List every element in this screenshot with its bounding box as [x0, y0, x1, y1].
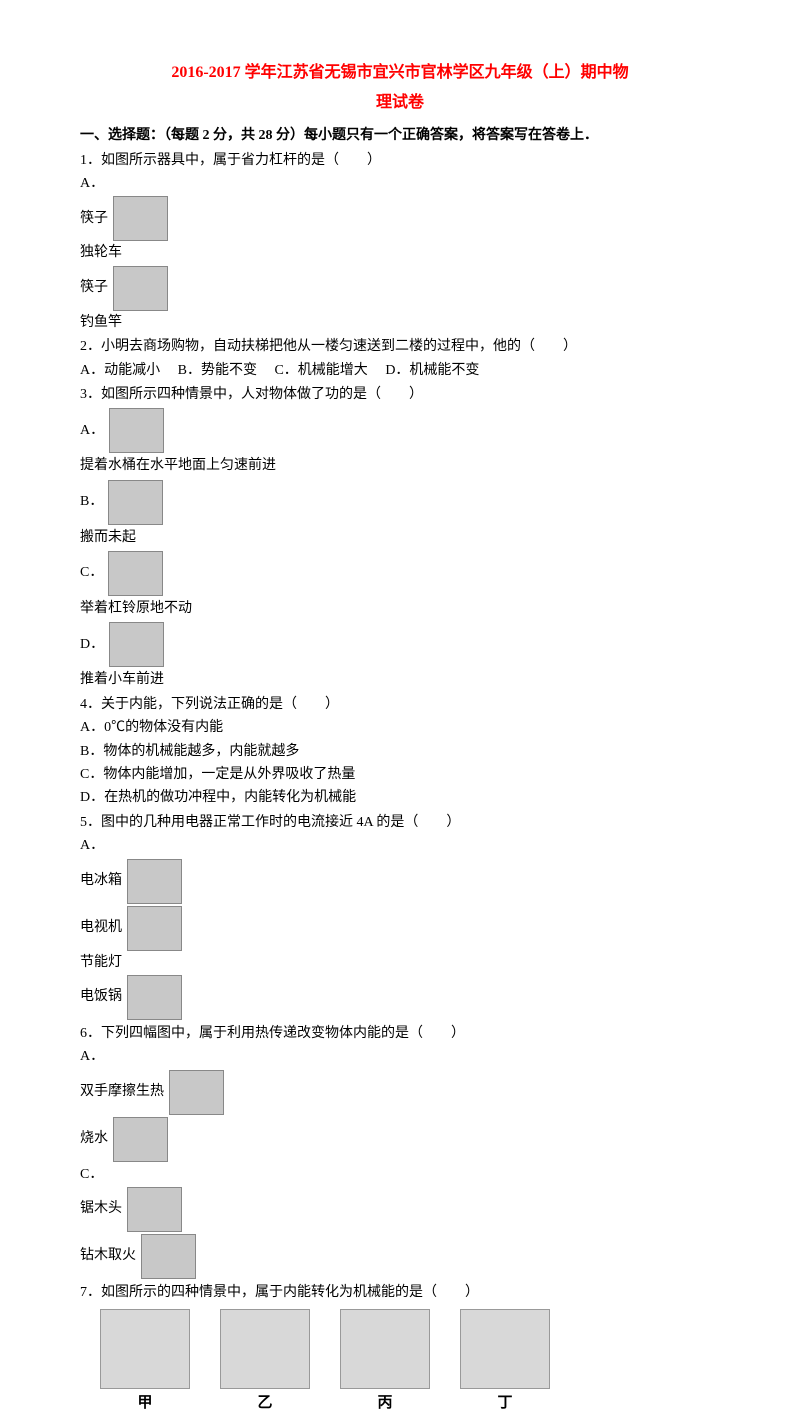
- q7-label-a: 甲: [100, 1391, 190, 1415]
- q6-A-text: 双手摩擦生热: [80, 1081, 164, 1103]
- q6-image-c: [127, 1187, 182, 1232]
- q5-B-text: 电视机: [80, 917, 122, 939]
- q2-C: C．机械能增大: [274, 363, 367, 378]
- q6-image-b: [113, 1117, 168, 1162]
- question-7-stem: 7．如图所示的四种情景中，属于内能转化为机械能的是（ ）: [80, 1282, 720, 1304]
- q3-image-b: [108, 480, 163, 525]
- question-6-stem: 6．下列四幅图中，属于利用热传递改变物体内能的是（ ）: [80, 1023, 720, 1045]
- question-2-stem: 2．小明去商场购物，自动扶梯把他从一楼匀速送到二楼的过程中，他的（ ）: [80, 336, 720, 358]
- q1-C-text: 筷子: [80, 277, 108, 299]
- q3-image-d: [109, 622, 164, 667]
- question-1-stem: 1．如图所示器具中，属于省力杠杆的是（ ）: [80, 150, 720, 172]
- q2-A: A．动能减小: [80, 363, 160, 378]
- exam-title-line1: 2016-2017 学年江苏省无锡市宜兴市官林学区九年级（上）期中物: [80, 60, 720, 86]
- q7-figure-row: 甲 乙 丙 丁: [100, 1309, 720, 1415]
- q7-fig-d: 丁: [460, 1309, 550, 1415]
- section-1-header: 一、选择题：（每题 2 分，共 28 分）每小题只有一个正确答案，将答案写在答卷…: [80, 125, 720, 147]
- q3-image-a: [109, 408, 164, 453]
- q1-A-text: 筷子: [80, 208, 108, 230]
- question-3-stem: 3．如图所示四种情景中，人对物体做了功的是（ ）: [80, 384, 720, 406]
- q1-B-text: 独轮车: [80, 242, 122, 264]
- q5-image-b: [127, 906, 182, 951]
- q3-B: B．: [80, 491, 103, 513]
- q7-label-d: 丁: [460, 1391, 550, 1415]
- q6-C-text: 锯木头: [80, 1198, 122, 1220]
- q5-image-d: [127, 975, 182, 1020]
- q1-image-a: [113, 196, 168, 241]
- q1-image-c: [113, 266, 168, 311]
- q2-D: D．机械能不变: [385, 363, 479, 378]
- q4-D: D．在热机的做功冲程中，内能转化为机械能: [80, 787, 720, 809]
- q1-option-A: A．: [80, 173, 720, 195]
- q3-B-text: 搬而未起: [80, 527, 720, 549]
- q3-D: D．: [80, 634, 104, 656]
- q7-label-b: 乙: [220, 1391, 310, 1415]
- q7-fig-c: 丙: [340, 1309, 430, 1415]
- q1-D-text: 钓鱼竿: [80, 312, 122, 334]
- q5-D-text: 电饭锅: [80, 986, 122, 1008]
- q7-fig-b: 乙: [220, 1309, 310, 1415]
- q6-A: A．: [80, 1046, 720, 1068]
- q5-A: A．: [80, 835, 720, 857]
- q4-A: A．0℃的物体没有内能: [80, 717, 720, 739]
- q6-C: C．: [80, 1164, 720, 1186]
- q6-image-d: [141, 1234, 196, 1279]
- q4-B: B．物体的机械能越多，内能就越多: [80, 741, 720, 763]
- q3-C: C．: [80, 562, 103, 584]
- question-4-stem: 4．关于内能，下列说法正确的是（ ）: [80, 694, 720, 716]
- q5-image-a: [127, 859, 182, 904]
- question-5-stem: 5．图中的几种用电器正常工作时的电流接近 4A 的是（ ）: [80, 812, 720, 834]
- q7-label-c: 丙: [340, 1391, 430, 1415]
- q7-image-c: [340, 1309, 430, 1389]
- q3-D-text: 推着小车前进: [80, 669, 720, 691]
- q5-A-text: 电冰箱: [80, 870, 122, 892]
- q6-D-text: 钻木取火: [80, 1245, 136, 1267]
- exam-title-line2: 理试卷: [80, 90, 720, 116]
- q3-A: A．: [80, 420, 104, 442]
- q3-A-text: 提着水桶在水平地面上匀速前进: [80, 455, 720, 477]
- q6-image-a: [169, 1070, 224, 1115]
- q4-C: C．物体内能增加，一定是从外界吸收了热量: [80, 764, 720, 786]
- q3-image-c: [108, 551, 163, 596]
- q5-C-text: 节能灯: [80, 952, 122, 974]
- q2-B: B．势能不变: [178, 363, 257, 378]
- q3-C-text: 举着杠铃原地不动: [80, 598, 720, 620]
- q7-fig-a: 甲: [100, 1309, 190, 1415]
- q7-image-a: [100, 1309, 190, 1389]
- q2-options: A．动能减小 B．势能不变 C．机械能增大 D．机械能不变: [80, 360, 720, 382]
- q7-image-b: [220, 1309, 310, 1389]
- q7-image-d: [460, 1309, 550, 1389]
- q6-B-text: 烧水: [80, 1128, 108, 1150]
